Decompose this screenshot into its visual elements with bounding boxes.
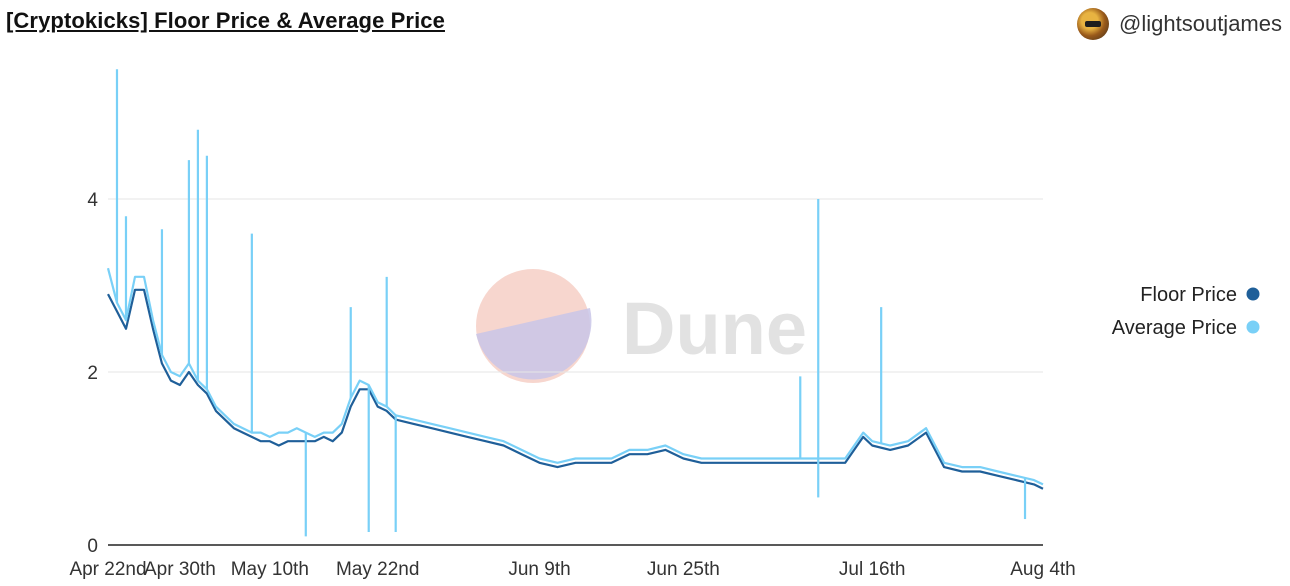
chart-title: [Cryptokicks] Floor Price & Average Pric…	[6, 8, 445, 33]
legend-swatch	[1246, 287, 1260, 301]
x-tick-label: Jun 9th	[508, 559, 570, 580]
legend-label: Floor Price	[1140, 284, 1237, 306]
x-tick-label: May 10th	[231, 559, 309, 580]
legend-swatch	[1246, 320, 1260, 334]
y-tick-label: 0	[87, 536, 98, 557]
avatar	[1077, 8, 1110, 40]
x-tick-label: Apr 30th	[144, 559, 216, 580]
x-tick-label: Aug 4th	[1010, 559, 1076, 580]
legend: Floor Price Average Price	[1112, 284, 1260, 339]
x-tick-label: May 22nd	[336, 559, 419, 580]
series-group	[106, 69, 1044, 537]
author-handle: @lightsoutjames	[1119, 11, 1282, 36]
author-badge[interactable]: @lightsoutjames	[1077, 8, 1282, 40]
dune-watermark: Dune	[476, 269, 807, 383]
x-tick-label: Jun 25th	[647, 559, 720, 580]
watermark-text: Dune	[622, 287, 807, 370]
grid-lines	[108, 198, 1043, 546]
y-axis: 0 2 4	[87, 190, 98, 557]
floor-price-line	[107, 288, 1044, 490]
x-tick-label: Jul 16th	[839, 559, 906, 580]
y-tick-label: 4	[87, 190, 98, 211]
y-tick-label: 2	[87, 363, 98, 384]
legend-label: Average Price	[1112, 317, 1237, 339]
x-tick-label: Apr 22nd	[69, 559, 146, 580]
average-price-line	[106, 267, 1044, 486]
